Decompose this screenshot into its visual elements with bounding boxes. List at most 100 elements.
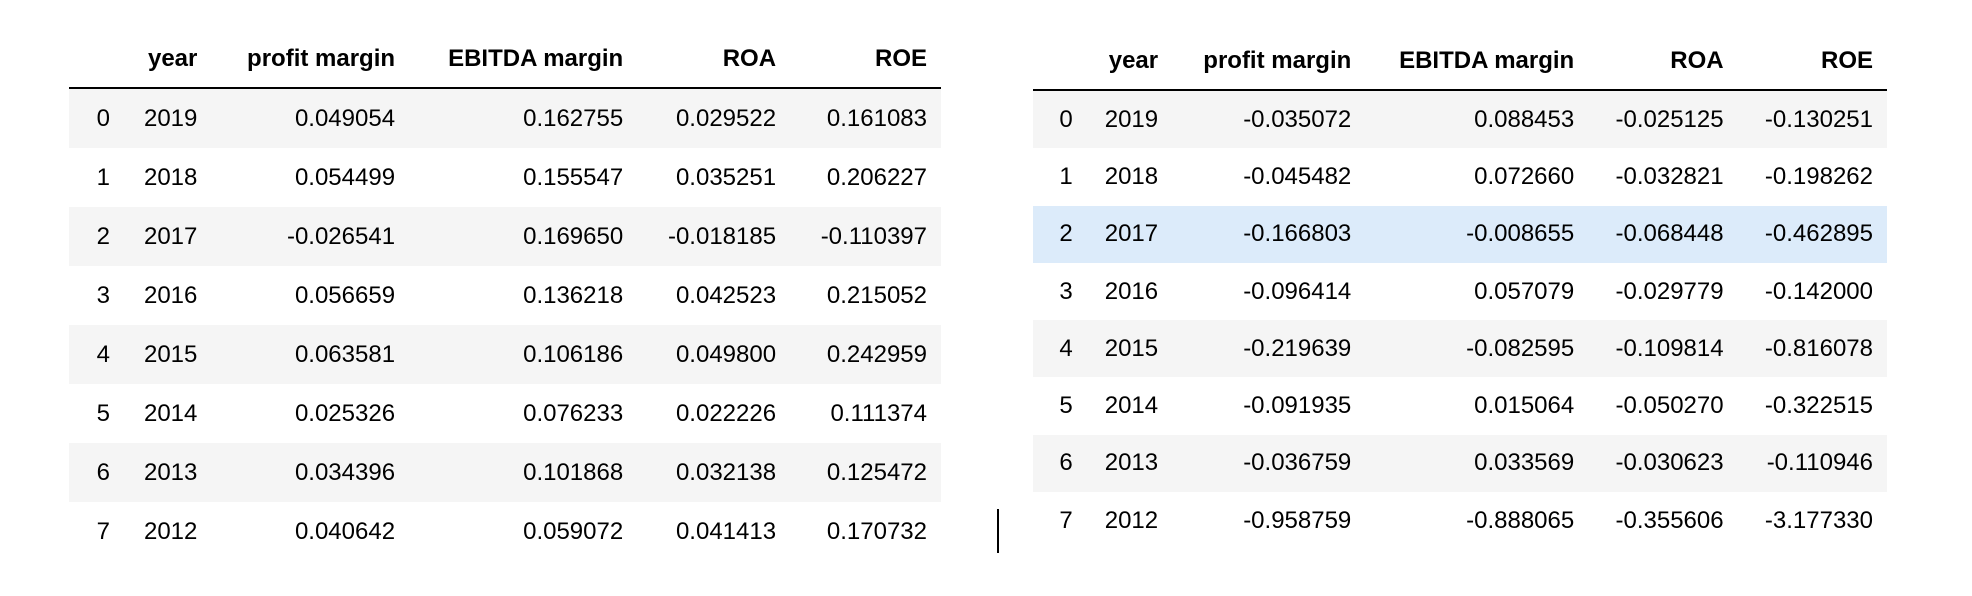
- cell-profit-margin: -0.166803: [1243, 220, 1352, 248]
- cell-roa: 0.035251: [675, 163, 777, 191]
- row-index: 0: [96, 104, 110, 132]
- column-header-year: year: [119, 31, 212, 89]
- row-index: 2: [1059, 220, 1073, 248]
- cell-roa: 0.022226: [675, 399, 777, 427]
- cell-roe: -0.816078: [1764, 334, 1873, 362]
- cell-roa: -0.050270: [1615, 392, 1724, 420]
- dataframe-table-right: year profit margin EBITDA margin ROA ROE…: [1033, 33, 1887, 549]
- column-header-profit-margin: profit margin: [1172, 33, 1366, 91]
- cell-roe: -0.322515: [1764, 392, 1873, 420]
- cell-ebitda-margin: -0.888065: [1466, 506, 1575, 534]
- cell-ebitda-margin: 0.072660: [1474, 162, 1575, 190]
- cell-roe: 0.161083: [826, 104, 927, 132]
- cell-roe: 0.111374: [830, 399, 927, 427]
- cell-ebitda-margin: 0.155547: [523, 163, 624, 191]
- cell-roa: -0.030623: [1615, 449, 1724, 477]
- table-header-row: year profit margin EBITDA margin ROA ROE: [1033, 33, 1887, 91]
- cell-roe: -0.142000: [1764, 277, 1873, 305]
- row-index: 2: [96, 222, 110, 250]
- column-header-roe: ROE: [790, 31, 941, 89]
- row-index: 0: [1059, 105, 1073, 133]
- cell-roa: 0.032138: [675, 458, 777, 486]
- table-row: 1 2018 -0.045482 0.072660 -0.032821 -0.1…: [1033, 148, 1887, 205]
- row-index: 5: [96, 399, 110, 427]
- cell-profit-margin: 0.034396: [294, 458, 396, 486]
- cell-profit-margin: -0.026541: [286, 222, 396, 250]
- row-index: 4: [1059, 334, 1073, 362]
- cell-roe: 0.242959: [826, 340, 927, 368]
- cell-roa: 0.049800: [675, 340, 777, 368]
- cell-profit-margin: 0.040642: [294, 517, 396, 545]
- cell-year: 2014: [1104, 392, 1159, 420]
- cell-year: 2015: [1104, 334, 1159, 362]
- cell-year: 2018: [143, 163, 198, 191]
- row-index: 5: [1059, 392, 1073, 420]
- cell-roe: 0.206227: [826, 163, 927, 191]
- table-row: 7 2012 0.040642 0.059072 0.041413 0.1707…: [69, 502, 941, 561]
- cell-year: 2015: [143, 340, 198, 368]
- cell-profit-margin: -0.219639: [1243, 334, 1352, 362]
- cell-roe: -0.110397: [820, 222, 927, 250]
- table-row: 0 2019 0.049054 0.162755 0.029522 0.1610…: [69, 88, 941, 148]
- cell-ebitda-margin: 0.033569: [1474, 449, 1575, 477]
- cell-year: 2016: [1104, 277, 1159, 305]
- cell-ebitda-margin: 0.136218: [523, 281, 624, 309]
- cell-ebitda-margin: -0.082595: [1466, 334, 1575, 362]
- column-header-index: [69, 31, 120, 89]
- cell-roe: -0.130251: [1764, 105, 1873, 133]
- table-row: 2 2017 -0.026541 0.169650 -0.018185 -0.1…: [69, 207, 941, 266]
- cell-roa: -0.018185: [667, 222, 777, 250]
- column-header-index: [1033, 33, 1083, 91]
- table-header-row: year profit margin EBITDA margin ROA ROE: [69, 31, 941, 89]
- cell-profit-margin: -0.036759: [1243, 449, 1352, 477]
- table-row: 6 2013 -0.036759 0.033569 -0.030623 -0.1…: [1033, 434, 1887, 493]
- cell-year: 2017: [143, 222, 198, 250]
- cell-year: 2012: [143, 517, 198, 545]
- cell-ebitda-margin: 0.169650: [523, 222, 624, 250]
- cell-roe: -0.110946: [1766, 449, 1873, 477]
- cell-year: 2014: [143, 399, 198, 427]
- cell-roa: -0.109814: [1615, 334, 1724, 362]
- cell-profit-margin: 0.025326: [294, 399, 396, 427]
- table-row: 1 2018 0.054499 0.155547 0.035251 0.2062…: [69, 148, 941, 207]
- cell-ebitda-margin: 0.101868: [523, 458, 624, 486]
- column-header-roa: ROA: [637, 31, 791, 89]
- table-row: 3 2016 -0.096414 0.057079 -0.029779 -0.1…: [1033, 263, 1887, 320]
- row-index: 7: [96, 517, 110, 545]
- row-index: 3: [96, 281, 110, 309]
- cell-roe: 0.170732: [826, 517, 927, 545]
- cell-roe: -0.198262: [1764, 162, 1873, 190]
- cell-roa: -0.355606: [1615, 506, 1724, 534]
- cell-roe: 0.215052: [826, 281, 927, 309]
- cell-year: 2016: [143, 281, 198, 309]
- cell-profit-margin: -0.045482: [1243, 162, 1352, 190]
- table-row: 0 2019 -0.035072 0.088453 -0.025125 -0.1…: [1033, 90, 1887, 149]
- row-index: 3: [1059, 277, 1073, 305]
- cell-year: 2018: [1104, 162, 1159, 190]
- cell-roa: -0.025125: [1615, 105, 1724, 133]
- table-row: 4 2015 0.063581 0.106186 0.049800 0.2429…: [69, 325, 941, 384]
- row-index: 7: [1059, 506, 1073, 534]
- cell-roe: 0.125472: [826, 458, 927, 486]
- cell-year: 2019: [143, 104, 198, 132]
- cell-year: 2012: [1104, 506, 1159, 534]
- row-index: 1: [96, 163, 110, 191]
- cell-roe: -0.462895: [1764, 220, 1873, 248]
- cell-ebitda-margin: 0.162755: [523, 104, 624, 132]
- cell-ebitda-margin: 0.057079: [1474, 277, 1575, 305]
- cell-profit-margin: 0.054499: [294, 163, 396, 191]
- cell-year: 2013: [143, 458, 198, 486]
- cell-roa: -0.029779: [1615, 277, 1724, 305]
- row-index: 6: [96, 458, 110, 486]
- cell-year: 2019: [1104, 105, 1159, 133]
- column-header-year: year: [1082, 33, 1173, 91]
- column-header-roa: ROA: [1588, 33, 1738, 91]
- cell-ebitda-margin: 0.088453: [1474, 105, 1575, 133]
- row-index: 6: [1059, 449, 1073, 477]
- column-header-ebitda-margin: EBITDA margin: [1365, 33, 1589, 91]
- cell-ebitda-margin: 0.059072: [523, 517, 624, 545]
- cell-profit-margin: -0.096414: [1243, 277, 1352, 305]
- text-cursor: [997, 509, 999, 553]
- dataframe-table-left: year profit margin EBITDA margin ROA ROE…: [69, 31, 941, 561]
- cell-profit-margin: -0.035072: [1243, 105, 1352, 133]
